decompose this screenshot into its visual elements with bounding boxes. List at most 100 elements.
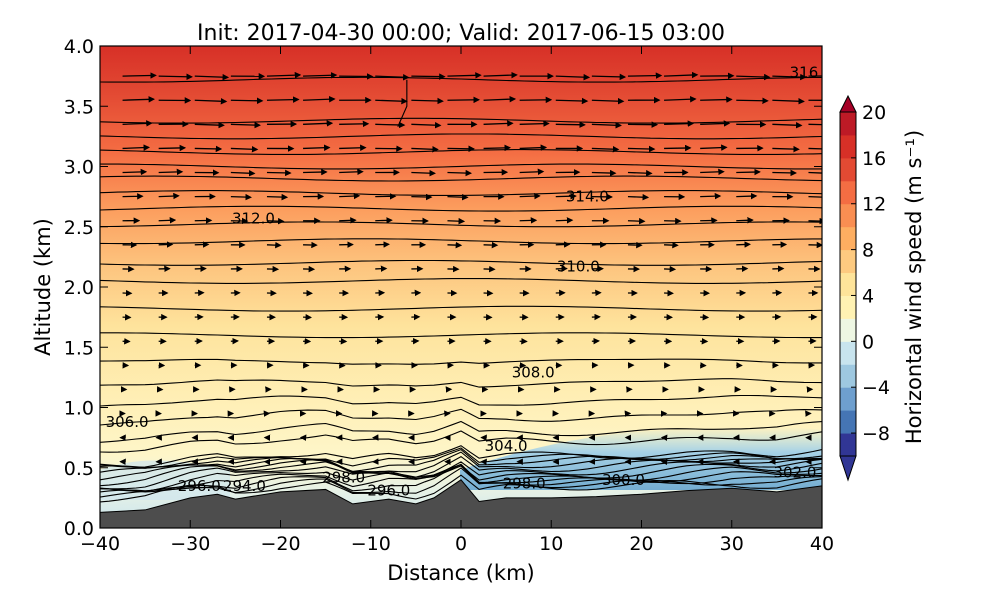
wind-vector	[230, 193, 252, 201]
wind-vector	[736, 217, 754, 224]
colorbar-label: Horizontal wind speed (m s⁻¹)	[902, 130, 926, 444]
colorbar-segment	[840, 192, 856, 205]
colorbar-tick-label: −4	[862, 377, 890, 399]
wind-vector	[700, 168, 725, 176]
colorbar-tick-label: 20	[862, 102, 886, 124]
wind-vector	[736, 241, 751, 248]
wind-vector	[266, 96, 300, 103]
wind-vector	[772, 73, 807, 81]
colorbar-segment	[840, 238, 856, 251]
colorbar-segment	[840, 421, 856, 434]
contour-line	[100, 238, 822, 245]
wind-vector	[411, 193, 433, 201]
wind-vector	[736, 97, 769, 105]
wind-vector	[158, 73, 193, 80]
contour-label: 310.0	[557, 258, 600, 276]
colorbar-segment	[840, 352, 856, 365]
contour-label: 300.0	[602, 471, 645, 489]
contour-line	[100, 76, 822, 83]
contour-line	[100, 305, 822, 312]
wind-vector	[122, 144, 151, 151]
contour-label: 308.0	[512, 364, 555, 382]
wind-vector	[158, 144, 187, 152]
x-tick-label: 20	[629, 533, 653, 555]
x-tick-label: −20	[260, 533, 300, 555]
y-axis: 0.0 0.5 1.0 1.5 2.0 2.5 3.0 3.5 4.0	[64, 36, 822, 540]
wind-vector	[627, 217, 646, 225]
colorbar-segment	[840, 272, 856, 285]
wind-vector	[303, 72, 338, 79]
colorbar-segment	[840, 375, 856, 388]
wind-vector	[627, 169, 653, 177]
x-tick-label: −10	[351, 533, 391, 555]
wind-vector	[555, 241, 571, 248]
wind-vector	[230, 145, 259, 153]
colorbar-segment	[840, 112, 856, 124]
colorbar-extend-min	[839, 455, 857, 482]
wind-vector	[772, 98, 805, 105]
wind-vector	[375, 241, 390, 248]
wind-vector	[122, 120, 153, 127]
wind-vector	[772, 145, 800, 153]
colorbar-segment	[840, 180, 856, 193]
wind-vector	[339, 144, 367, 152]
wind-vector	[627, 193, 650, 201]
contour-label: 306.0	[106, 413, 149, 431]
wind-vector	[736, 168, 761, 176]
contour-line	[100, 133, 822, 140]
colorbar-segment	[840, 203, 856, 216]
colorbar-segment	[840, 295, 856, 308]
wind-vector	[808, 123, 822, 126]
wind-vector	[447, 217, 466, 225]
wind-vector	[266, 71, 302, 79]
wind-vector	[375, 73, 410, 81]
wind-vector	[411, 169, 436, 177]
colorbar-segment	[840, 249, 856, 262]
colorbar-tick-label: −8	[862, 423, 890, 445]
colorbar-segment	[840, 433, 856, 446]
wind-vector	[266, 217, 285, 225]
colorbar-segment	[840, 146, 856, 159]
contour-label: 316	[790, 64, 819, 82]
wind-vector	[339, 192, 361, 200]
colorbar-segment	[840, 134, 856, 147]
wind-vector	[303, 144, 331, 151]
contour-label: 312.0	[232, 209, 275, 227]
contour-label: 304.0	[485, 437, 528, 455]
wind-vector	[411, 73, 446, 80]
wind-vector	[519, 168, 545, 176]
contour-line	[100, 278, 822, 284]
wind-vector	[555, 97, 589, 105]
wind-vector	[627, 72, 663, 79]
wind-vector	[519, 120, 550, 127]
wind-vector	[339, 217, 357, 224]
colorbar-segment	[840, 410, 856, 423]
wind-vector	[266, 241, 282, 249]
wind-vector	[339, 168, 364, 176]
wind-vector	[736, 192, 758, 200]
wind-vector	[808, 195, 822, 198]
x-tick-label: 30	[720, 533, 744, 555]
wind-vector	[700, 96, 733, 103]
wind-vector	[591, 145, 620, 153]
contour-line	[100, 358, 822, 365]
y-tick-label: 2.0	[64, 277, 94, 299]
contour-line	[100, 394, 822, 407]
wind-vector	[411, 97, 444, 105]
x-tick-label: −30	[170, 533, 210, 555]
wind-vector	[411, 146, 439, 153]
wind-vector	[122, 168, 148, 176]
terrain	[100, 479, 822, 528]
plot-field: 316 314.0 312.0 310.0 308.0 306.0 304.0 302.0 30…	[100, 46, 822, 528]
wind-vector	[375, 97, 408, 105]
colorbar-tick-label: 8	[862, 240, 874, 262]
contour-line	[100, 175, 822, 182]
wind-vector	[519, 192, 541, 200]
contour-label: 298.0	[322, 468, 365, 486]
wind-vector	[230, 97, 264, 105]
contour-line	[100, 163, 822, 170]
wind-vector	[591, 169, 617, 177]
x-axis-label: Distance (km)	[387, 561, 535, 585]
colorbar-tick-label: 0	[862, 331, 874, 353]
